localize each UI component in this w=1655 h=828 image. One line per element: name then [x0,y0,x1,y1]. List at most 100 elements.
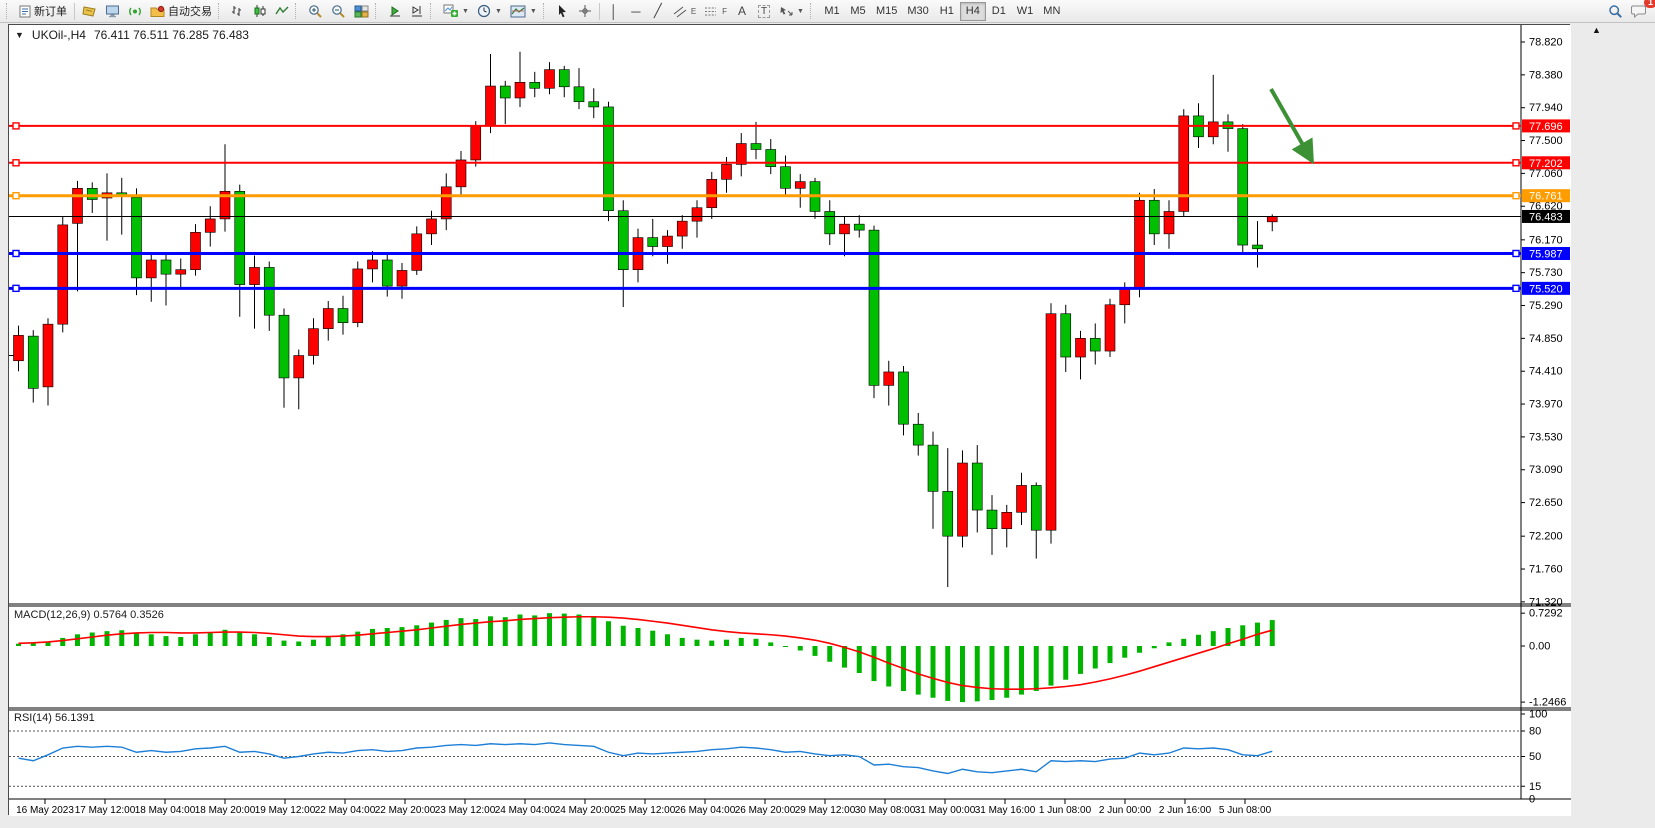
hline-handle[interactable] [12,159,20,167]
data-window-button[interactable] [101,1,124,21]
timeframe-button-M5[interactable]: M5 [850,5,866,17]
arrows-button[interactable]: ▼ [775,1,808,21]
price-tag-77.696 [1522,119,1570,133]
timeframe-button-D1[interactable]: D1 [991,5,1006,17]
price-tick-label: 73.090 [1529,464,1563,476]
hline-handle[interactable] [1512,284,1520,293]
new-order-label: 新订单 [34,6,67,18]
new-order-button[interactable]: 新订单 [15,1,71,21]
macd-histogram-bar [886,646,892,687]
candle [278,314,290,379]
symbol-period-label: UKOil-,H4 [31,28,86,42]
candle [514,82,526,99]
candle [603,106,614,212]
candle [735,143,747,165]
candle [131,196,142,279]
timeframe-button-M30[interactable]: M30 [907,5,929,17]
chart-title: ▼ UKOil-,H4 76.411 76.511 76.285 76.483 [15,28,249,42]
candle [1119,288,1131,306]
timeframe-button-MN[interactable]: MN [1043,5,1061,17]
chart-shift-button[interactable] [406,1,428,21]
text-button[interactable]: A [731,1,753,21]
timeframe-button-H4[interactable]: H4 [959,1,986,21]
timeframe-button-M15[interactable]: M15 [875,5,898,17]
channel-button[interactable]: E [669,1,700,21]
price-tick-label: 71.760 [1529,564,1563,576]
text-label-button[interactable]: T [753,1,775,21]
candle [190,232,201,270]
time-tick-label: 5 Jun 08:00 [1219,805,1272,816]
chart-svg[interactable]: 78.820 78.380 77.940 77.500 77.060 76.620 76.1… [9,25,1571,816]
trendline-button[interactable]: ╱ [647,1,669,21]
price-tick-label: 74.850 [1529,333,1563,345]
timeframe-button-W1[interactable]: W1 [1016,5,1034,17]
navigator-button[interactable] [124,1,146,21]
macd-histogram-bar [340,634,346,646]
candlestick-button[interactable] [249,1,271,21]
macd-histogram-bar [89,632,95,646]
price-tick-label: 73.970 [1529,399,1563,411]
candle [1252,244,1263,250]
candle [57,224,69,325]
macd-histogram-bar [930,646,936,698]
collapse-arrow-icon[interactable]: ▼ [15,30,24,40]
hline-handle[interactable] [12,122,20,130]
timeframe-button-M1[interactable]: M1 [824,5,840,17]
auto-trading-button[interactable]: 自动交易 [146,1,216,21]
hline-handle[interactable] [1512,192,1520,200]
channel-icon [673,6,687,17]
horizontal-line-button[interactable]: ─ [625,1,647,21]
macd-histogram-bar [488,616,493,646]
macd-histogram-bar [193,634,198,646]
crosshair-button[interactable] [574,1,596,21]
macd-histogram-bar [266,637,272,646]
main-toolbar: 新订单 自动交易 [0,0,1655,23]
bid-price-tag-text: 76.483 [1529,211,1563,223]
macd-histogram-bar [517,614,523,646]
search-button[interactable] [1604,1,1627,21]
auto-scroll-button[interactable] [384,1,406,21]
tile-windows-icon [354,5,369,17]
vertical-line-button[interactable]: │ [603,1,625,21]
tile-windows-button[interactable] [350,1,373,21]
add-indicator-button[interactable]: ▼ [439,1,473,21]
cursor-button[interactable] [552,1,574,21]
period-button[interactable]: ▼ [473,1,506,21]
hline-handle[interactable] [1512,159,1520,167]
macd-histogram-bar [561,613,567,646]
candle [72,188,83,224]
hline-handle[interactable] [1512,249,1520,258]
fibonacci-button[interactable]: F [700,1,731,21]
candle [499,85,511,99]
hline-handle[interactable] [1512,122,1520,130]
macd-histogram-bar [724,639,729,646]
time-tick-label: 16 May 2023 [16,805,74,816]
macd-histogram-bar [989,646,995,700]
hline-handle[interactable] [12,284,20,293]
zoom-in-button[interactable] [304,1,327,21]
arrow-annotation[interactable] [1269,88,1314,165]
market-watch-button[interactable] [78,1,101,21]
macd-histogram-bar [281,640,287,646]
macd-histogram-bar [399,627,405,646]
candle [1030,485,1042,531]
bar-chart-button[interactable] [227,1,249,21]
notifications-button[interactable]: 1 [1627,0,1655,21]
hline-handle[interactable] [12,192,20,200]
line-chart-button[interactable] [271,1,293,21]
timeframe-button-H1[interactable]: H1 [939,5,954,17]
price-tick-label: 76.170 [1529,234,1563,246]
price-tick-label: 78.380 [1529,69,1563,81]
candle [219,191,231,220]
template-button[interactable]: ▼ [506,1,541,21]
ohlc-values-label: 76.411 76.511 76.285 76.483 [93,28,249,42]
macd-histogram-bar [222,629,228,646]
macd-histogram-bar [1092,646,1098,669]
zoom-out-button[interactable] [327,1,350,21]
rsi-line [18,742,1273,775]
auto-scroll-icon [390,5,400,16]
candle [839,223,850,235]
hline-handle[interactable] [12,249,20,258]
macd-histogram-bar [443,619,449,646]
